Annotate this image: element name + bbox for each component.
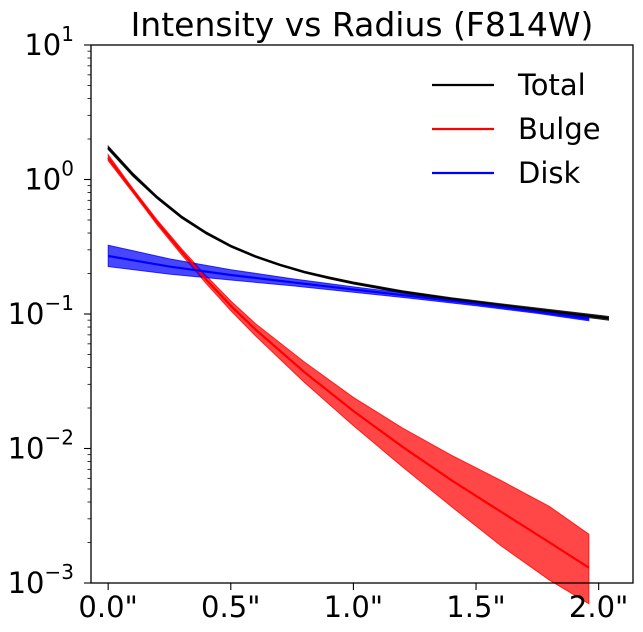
x-tick-label: 0.0": [78, 590, 137, 624]
bulge-band: [107, 153, 590, 605]
x-tick-label: 1.5": [446, 590, 505, 624]
x-tick-label: 0.5": [201, 590, 260, 624]
chart-title: Intensity vs Radius (F814W): [131, 5, 594, 44]
total-line: [107, 147, 609, 320]
x-tick-label: 1.0": [324, 590, 383, 624]
y-minor-ticks: [87, 50, 91, 543]
y-axis-ticks: 10−3 10−2 10−1 100 101: [8, 22, 91, 600]
x-tick-label: 2.0": [569, 590, 628, 624]
bulge-line: [107, 157, 590, 569]
y-tick-label: 10−2: [8, 426, 74, 466]
legend: Total Bulge Disk: [432, 68, 601, 190]
y-tick-label: 101: [24, 22, 74, 62]
legend-label-disk: Disk: [518, 156, 580, 190]
disk-line: [108, 254, 590, 320]
confidence-bands: [107, 144, 609, 605]
y-tick-label: 100: [24, 157, 74, 197]
series-lines: [107, 147, 609, 569]
x-axis-ticks: 0.0" 0.5" 1.0" 1.5" 2.0": [78, 583, 628, 624]
y-tick-label: 10−1: [8, 291, 74, 331]
legend-label-total: Total: [517, 68, 586, 102]
legend-label-bulge: Bulge: [518, 112, 601, 146]
y-tick-label: 10−3: [8, 560, 74, 600]
